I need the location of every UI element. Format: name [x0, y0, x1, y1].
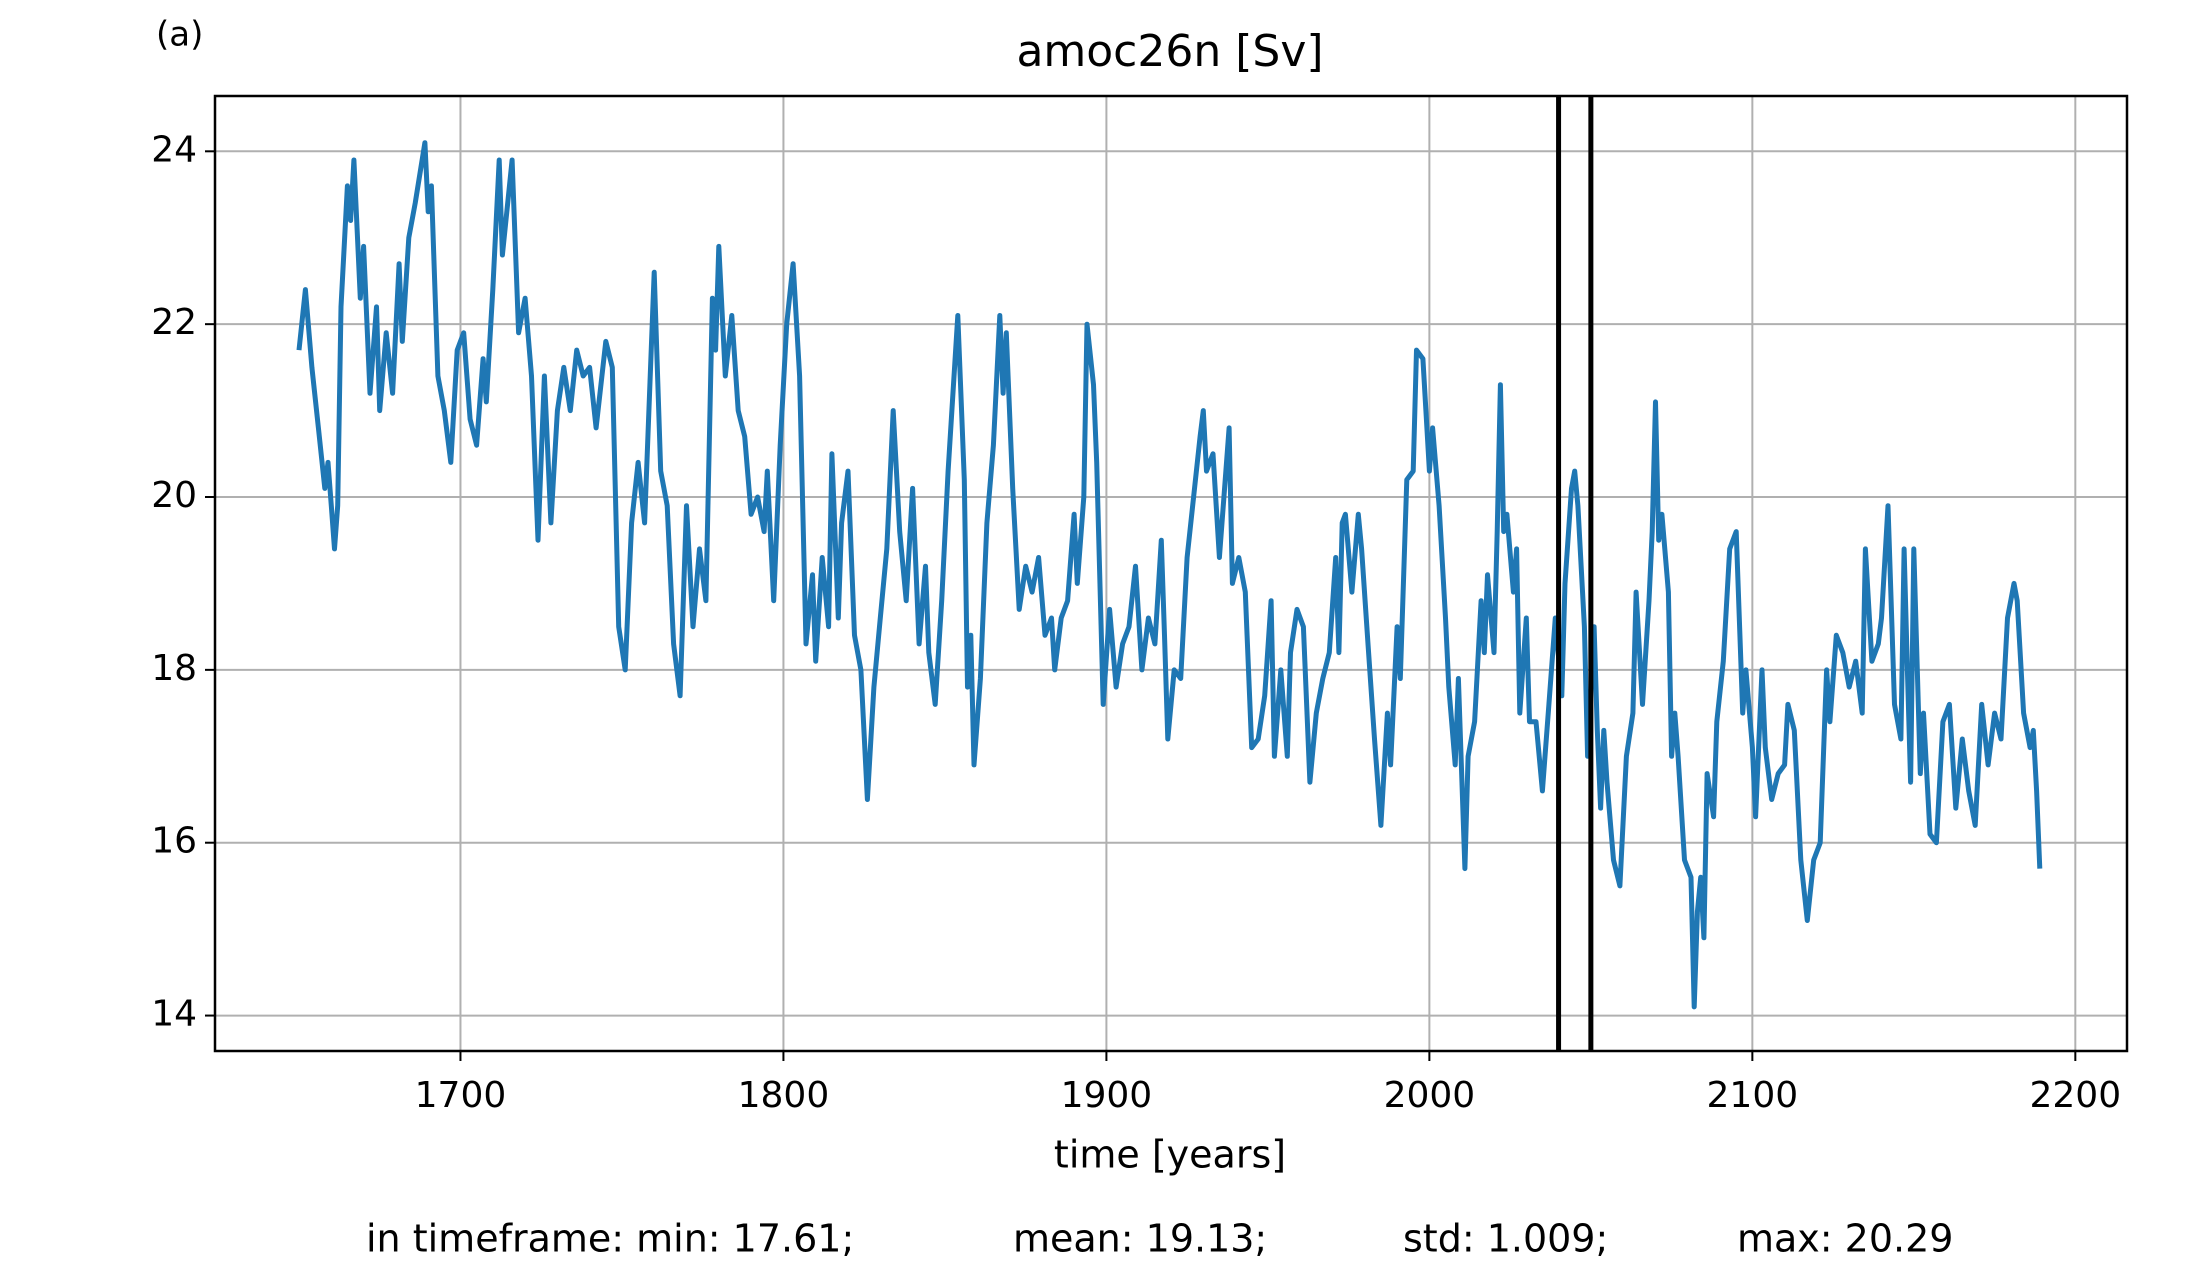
stat-annotation: in timeframe: min: 17.61; [366, 1217, 854, 1261]
stat-annotation: std: 1.009; [1403, 1217, 1608, 1261]
x-tick-label: 1700 [415, 1075, 507, 1116]
x-tick-label: 2000 [1384, 1075, 1476, 1116]
y-tick-label: 22 [151, 302, 197, 343]
stat-annotation: mean: 19.13; [1013, 1217, 1267, 1261]
plot-frame [213, 94, 2129, 1053]
stat-annotation: max: 20.29 [1737, 1217, 1953, 1261]
y-tick-label: 16 [151, 821, 197, 862]
panel-label: (a) [156, 15, 203, 55]
data-line [296, 140, 2043, 1010]
x-tick-label: 2200 [2030, 1075, 2122, 1116]
x-tick-label: 2100 [1707, 1075, 1799, 1116]
y-tick-label: 18 [151, 648, 197, 689]
x-axis-label: time [years] [1054, 1133, 1286, 1177]
x-tick-label: 1800 [738, 1075, 830, 1116]
y-tick-label: 20 [151, 475, 197, 516]
y-tick-label: 24 [151, 129, 197, 170]
x-tick-label: 1900 [1061, 1075, 1153, 1116]
chart-title: amoc26n [Sv] [1016, 26, 1323, 77]
y-tick-label: 14 [151, 994, 197, 1035]
